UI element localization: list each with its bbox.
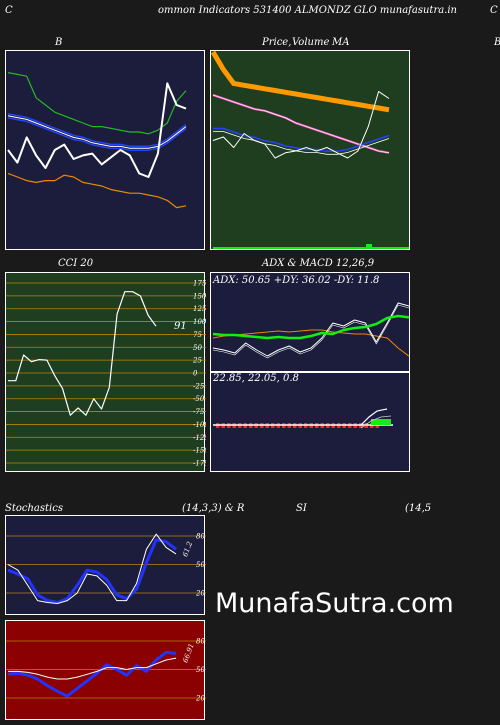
price-line bbox=[212, 91, 390, 159]
page-title: ommon Indicators 531400 ALMONDZ GLO muna… bbox=[158, 5, 457, 16]
stoch-tick-label: 20 bbox=[195, 590, 205, 598]
volume-bar bbox=[366, 244, 372, 248]
adx-macd-title: ADX & MACD 12,26,9 bbox=[262, 258, 375, 269]
bb-price-line bbox=[7, 82, 187, 178]
ma-long-line bbox=[211, 51, 390, 113]
cci-tick-label: -125 bbox=[193, 434, 206, 442]
ma-short-core bbox=[213, 131, 390, 155]
cci-chart: 175 150 125 100 75 50 25 0 -25 -50 -75 -100 -125 -150… bbox=[6, 280, 206, 468]
cci-last-label: 91 bbox=[174, 321, 187, 332]
cci-tick-label: 125 bbox=[193, 305, 206, 313]
left-edge-letter: C bbox=[5, 5, 13, 16]
rsi-last-label: 66.91 bbox=[181, 642, 195, 664]
cci-tick-label: -150 bbox=[193, 447, 206, 455]
rsi-chart: 80 50 20 66.91 bbox=[6, 638, 206, 703]
macd-panel bbox=[210, 372, 410, 472]
rsi-signal-line bbox=[8, 657, 177, 680]
cci-line bbox=[8, 291, 157, 416]
right-edge-letter: C bbox=[490, 5, 498, 16]
cci-tick-label: 150 bbox=[193, 292, 206, 300]
cci-tick-label: 50 bbox=[193, 344, 202, 352]
cci-tick-label: 25 bbox=[192, 357, 202, 365]
brand-watermark: MunafaSutra.com bbox=[215, 588, 454, 619]
cci-tick-label: 100 bbox=[193, 318, 206, 326]
adx-plus-dy-shadow bbox=[212, 304, 410, 359]
bollinger-title: B bbox=[55, 37, 63, 48]
rsi-tick-label: 20 bbox=[195, 695, 205, 703]
cci-tick-label: -175 bbox=[193, 460, 206, 468]
macd-chart bbox=[213, 408, 393, 429]
cci-tick-label: 175 bbox=[193, 280, 206, 288]
ma-mid-core bbox=[212, 94, 390, 154]
price-chart bbox=[211, 51, 409, 249]
macd-signal-line bbox=[360, 415, 392, 429]
price-title-volume: Volume bbox=[292, 37, 330, 48]
macd-positive-bar bbox=[371, 419, 391, 425]
cci-panel: 175 150 125 100 75 50 25 0 -25 -50 -75 -100 -125 -150… bbox=[5, 272, 206, 472]
cci-tick-label: -75 bbox=[193, 408, 205, 416]
bb-upper-band bbox=[7, 72, 187, 135]
adx-readout: ADX: 50.65 +DY: 36.02 -DY: 11.8 bbox=[213, 275, 380, 286]
macd-readout: 22.85, 22.05, 0.8 bbox=[213, 373, 299, 384]
rsi-tick-label: 80 bbox=[196, 638, 205, 646]
price-panel bbox=[210, 50, 410, 250]
rsi-line bbox=[7, 650, 177, 698]
bb-mid-band-lower bbox=[7, 117, 187, 151]
price-title-ma: MA bbox=[332, 37, 350, 48]
cci-tick-label: 75 bbox=[193, 331, 202, 339]
stoch-tick-label: 50 bbox=[196, 561, 205, 569]
bollinger-panel bbox=[5, 50, 205, 250]
right-edge-b: B bbox=[494, 37, 500, 48]
bb-mid-band-core bbox=[7, 115, 187, 149]
cci-tick-label: 0 bbox=[193, 370, 198, 378]
cci-tick-label: -25 bbox=[193, 382, 205, 390]
macd-line bbox=[360, 408, 388, 426]
adx-plus-dy-line bbox=[212, 302, 410, 357]
rsi-params: (14,5 bbox=[405, 503, 432, 514]
ma-short-line bbox=[213, 127, 390, 153]
adx-chart bbox=[212, 302, 410, 359]
adx-panel bbox=[210, 272, 410, 372]
bollinger-chart bbox=[7, 72, 187, 209]
adx-line bbox=[212, 314, 410, 340]
bb-mid-band-upper bbox=[7, 113, 187, 147]
rsi-tick-label: 50 bbox=[196, 666, 205, 674]
stoch-chart: 80 50 20 61.2 bbox=[6, 533, 206, 604]
stoch-title: Stochastics bbox=[5, 503, 63, 514]
bb-lower-band bbox=[7, 172, 187, 209]
cci-tick-label: -100 bbox=[193, 421, 206, 429]
stoch-panel: 80 50 20 61.2 bbox=[5, 515, 206, 615]
cci-tick-label: -50 bbox=[193, 395, 205, 403]
adx-minus-dy-line bbox=[212, 329, 410, 357]
price-title-prefix: Price, bbox=[262, 37, 292, 48]
cci-title: CCI 20 bbox=[58, 258, 94, 269]
stoch-k-line bbox=[7, 533, 177, 604]
stoch-params: (14,3,3) & R bbox=[182, 503, 245, 514]
rsi-title: SI bbox=[296, 503, 307, 514]
stoch-d-line bbox=[7, 538, 177, 604]
stoch-tick-label: 80 bbox=[196, 533, 205, 541]
rsi-panel: 80 50 20 66.91 bbox=[5, 620, 206, 720]
stoch-last-label: 61.2 bbox=[181, 540, 194, 558]
